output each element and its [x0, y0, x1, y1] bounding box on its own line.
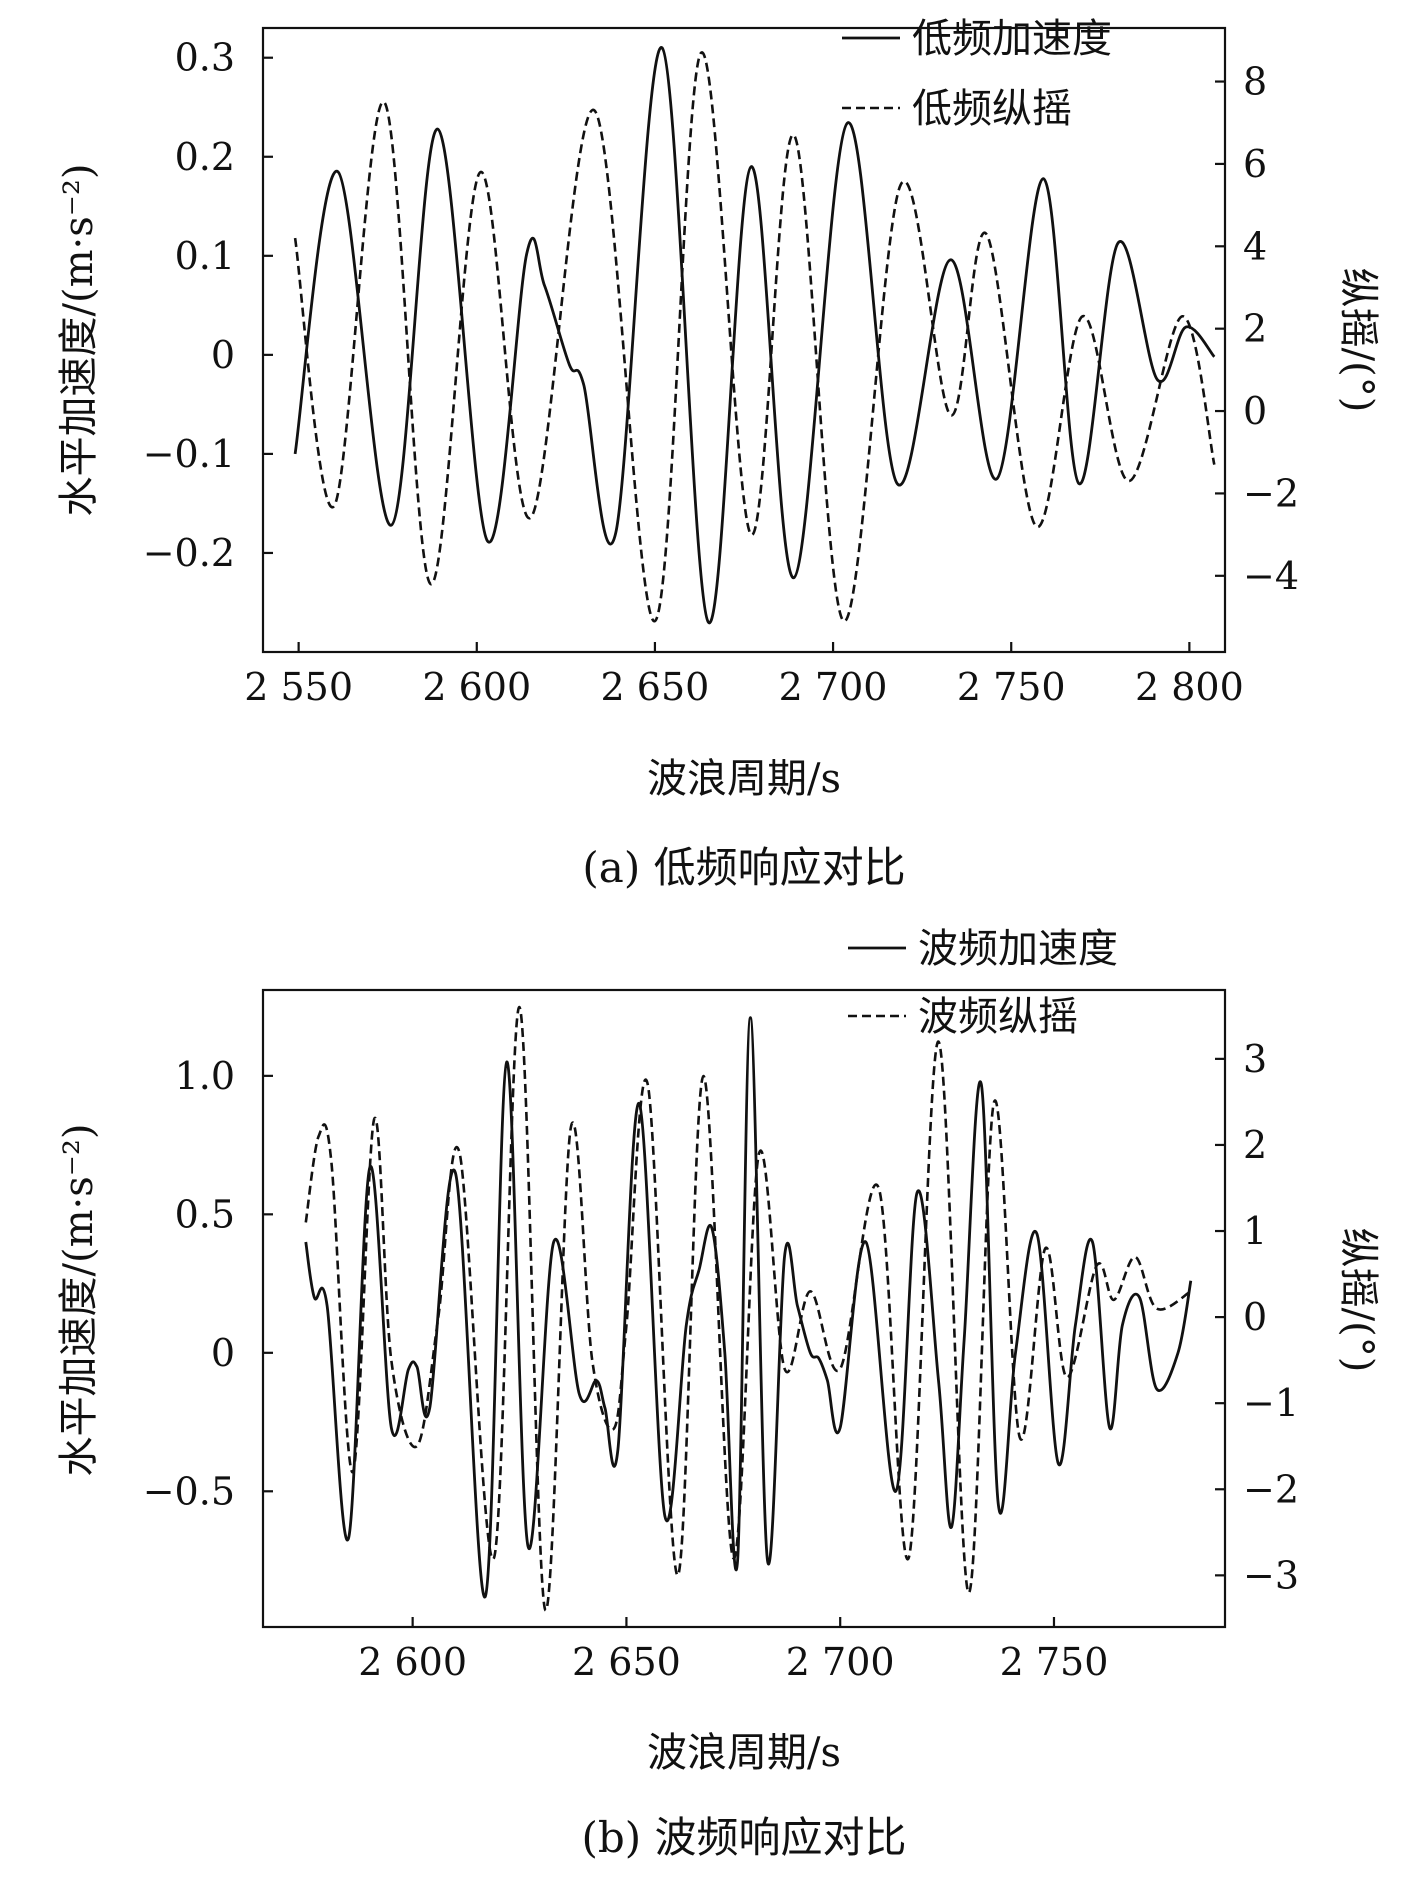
panel-caption: (a) 低频响应对比	[582, 843, 905, 892]
y-tick-label-left: −0.2	[143, 531, 235, 575]
x-tick-label: 2 650	[601, 665, 710, 709]
x-axis-label: 波浪周期/s	[647, 756, 841, 802]
y-tick-label-right: −1	[1243, 1381, 1299, 1425]
y-tick-label-left: 0.2	[175, 135, 235, 179]
panel-caption: (b) 波频响应对比	[581, 1813, 906, 1862]
x-tick-label: 2 650	[572, 1640, 681, 1684]
y-tick-label-left: 0	[211, 1331, 235, 1375]
y-tick-label-right: 6	[1243, 142, 1267, 186]
legend: 波频加速度 波频纵摇	[848, 926, 1118, 1040]
x-tick-label: 2 750	[1000, 1640, 1109, 1684]
y-tick-label-left: −0.5	[143, 1469, 235, 1513]
x-axis-label: 波浪周期/s	[647, 1730, 841, 1776]
plot-frame	[261, 26, 1227, 654]
acceleration-series-line	[293, 46, 1216, 624]
y-axis-label-left: 水平加速度/(m·s⁻²)	[56, 163, 102, 516]
y-tick-label-left: 0.3	[175, 36, 235, 80]
y-tick-label-right: 4	[1243, 224, 1267, 268]
y-tick-label-left: −0.1	[143, 432, 235, 476]
y-tick-label-right: −2	[1243, 1467, 1299, 1511]
x-tick-label: 2 550	[244, 665, 353, 709]
legend-label-series-1: 波频加速度	[918, 926, 1118, 972]
legend-label-series-2: 波频纵摇	[918, 994, 1078, 1040]
y-axis-label-right: 纵摇/(°)	[1335, 1228, 1381, 1373]
x-tick-label: 2 800	[1135, 665, 1244, 709]
y-tick-label-right: 2	[1243, 307, 1267, 351]
acceleration-series-line	[304, 1016, 1193, 1598]
y-tick-label-left: 0.5	[175, 1192, 235, 1236]
panel-wave-frequency: 2 600 2 650 2 700 2 750 −0.5 0 0.5 1.0 −3 −2 −1 0 1 2…	[56, 926, 1381, 1862]
y-axis-label-right: 纵摇/(°)	[1335, 268, 1381, 413]
y-tick-label-right: −3	[1243, 1553, 1299, 1597]
x-tick-label: 2 600	[358, 1640, 467, 1684]
y-tick-label-right: −2	[1243, 471, 1299, 515]
y-tick-label-right: 2	[1243, 1123, 1267, 1167]
panel-low-frequency: 2 550 2 600 2 650 2 700 2 750 2 800 −0.2 −0.1 0 0…	[56, 16, 1381, 892]
plot-frame	[261, 988, 1227, 1629]
y-tick-label-right: 0	[1243, 389, 1267, 433]
y-tick-label-right: 1	[1243, 1209, 1267, 1253]
x-tick-label: 2 750	[957, 665, 1066, 709]
y-tick-label-left: 0	[211, 333, 235, 377]
pitch-series-line	[304, 1005, 1192, 1612]
y-tick-label-left: 1.0	[175, 1054, 235, 1098]
y-tick-label-right: 3	[1243, 1037, 1267, 1081]
legend-label-series-1: 低频加速度	[912, 16, 1112, 62]
pitch-series-line	[293, 51, 1216, 623]
x-tick-label: 2 700	[786, 1640, 895, 1684]
y-tick-label-right: 8	[1243, 60, 1267, 104]
y-tick-label-left: 0.1	[175, 234, 235, 278]
y-tick-label-right: 0	[1243, 1295, 1267, 1339]
x-tick-label: 2 600	[422, 665, 531, 709]
x-tick-label: 2 700	[779, 665, 888, 709]
y-axis-label-left: 水平加速度/(m·s⁻²)	[56, 1123, 102, 1476]
legend: 低频加速度 低频纵摇	[842, 16, 1112, 132]
legend-label-series-2: 低频纵摇	[912, 86, 1072, 132]
y-tick-label-right: −4	[1243, 554, 1299, 598]
